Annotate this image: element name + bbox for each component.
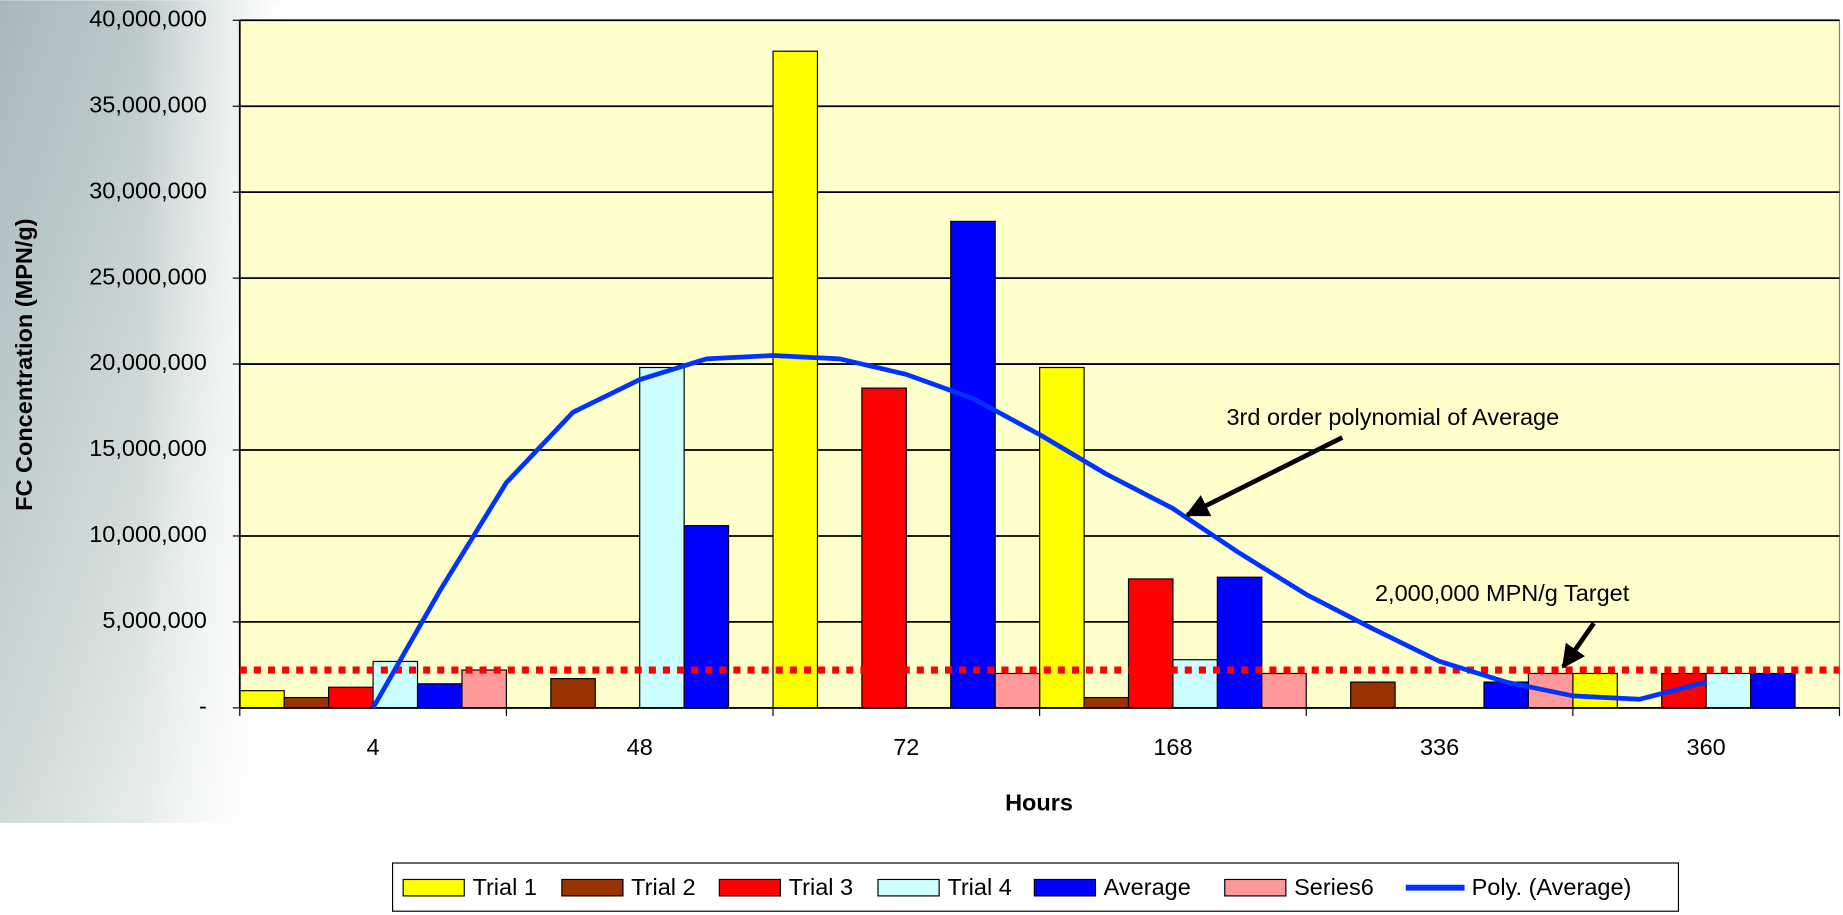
plot-area: - 5,000,000 10,000,000 15,000,000 20,000,000… [89,5,1841,760]
bar [239,690,285,709]
x-axis-title: Hours [1005,789,1073,815]
legend-label: Poly. (Average) [1472,874,1632,900]
x-tick-label: 72 [893,734,919,760]
bar [461,669,507,709]
x-tick-label: 48 [627,734,653,760]
legend-label: Trial 1 [473,874,537,900]
legend-label: Trial 3 [789,874,853,900]
x-tick-label: 4 [367,734,380,760]
y-tick-label: 5,000,000 [102,607,207,633]
legend-label: Average [1104,874,1191,900]
bar [1350,681,1396,709]
legend-swatch [561,878,624,897]
legend-swatch [402,878,465,897]
bar [1705,672,1752,709]
bar [772,50,819,709]
y-tick-label: 15,000,000 [89,435,207,461]
y-tick-label: 40,000,000 [89,5,207,31]
y-tick-label: 25,000,000 [89,263,207,289]
bar [861,387,907,709]
bar [950,220,996,709]
x-tick-label: 336 [1420,734,1459,760]
bar [416,683,463,709]
annotation-arrow [1561,621,1596,669]
trend-line [371,353,1707,710]
bar [994,672,1041,709]
annotation-arrow [1185,435,1344,518]
annotation: 2,000,000 MPN/g Target [1375,580,1630,606]
bar [550,678,596,709]
y-tick-label: 30,000,000 [89,177,207,203]
y-axis-title: FC Concentration (MPN/g) [11,218,37,510]
y-tick-label: 20,000,000 [89,349,207,375]
bar [1039,366,1085,709]
bar [1127,578,1174,709]
x-tick-label: 360 [1687,734,1726,760]
legend-swatch [1033,878,1097,897]
legend-label: Trial 2 [631,874,695,900]
legend-label: Trial 4 [947,874,1011,900]
bar [1750,672,1796,709]
bar [1572,672,1618,709]
legend-swatch [718,878,782,897]
bar [639,366,685,709]
bar [1172,659,1218,709]
legend-swatch [1224,878,1287,897]
bar [1083,696,1130,709]
annotation: 3rd order polynomial of Average [1226,404,1559,430]
legend-items: Trial 1 Trial 2 Trial 3 Trial 4 Average Serie… [402,874,1632,900]
bar [1261,672,1307,709]
bar [1216,576,1263,709]
x-tick-label: 168 [1153,734,1192,760]
legend-swatch [877,878,940,897]
bar [683,525,730,709]
bar [328,686,374,709]
bar [283,696,330,709]
y-tick-label: 35,000,000 [89,91,207,117]
legend-label: Series6 [1294,874,1374,900]
y-tick-label: 10,000,000 [89,521,207,547]
y-tick-label: - [199,693,207,719]
